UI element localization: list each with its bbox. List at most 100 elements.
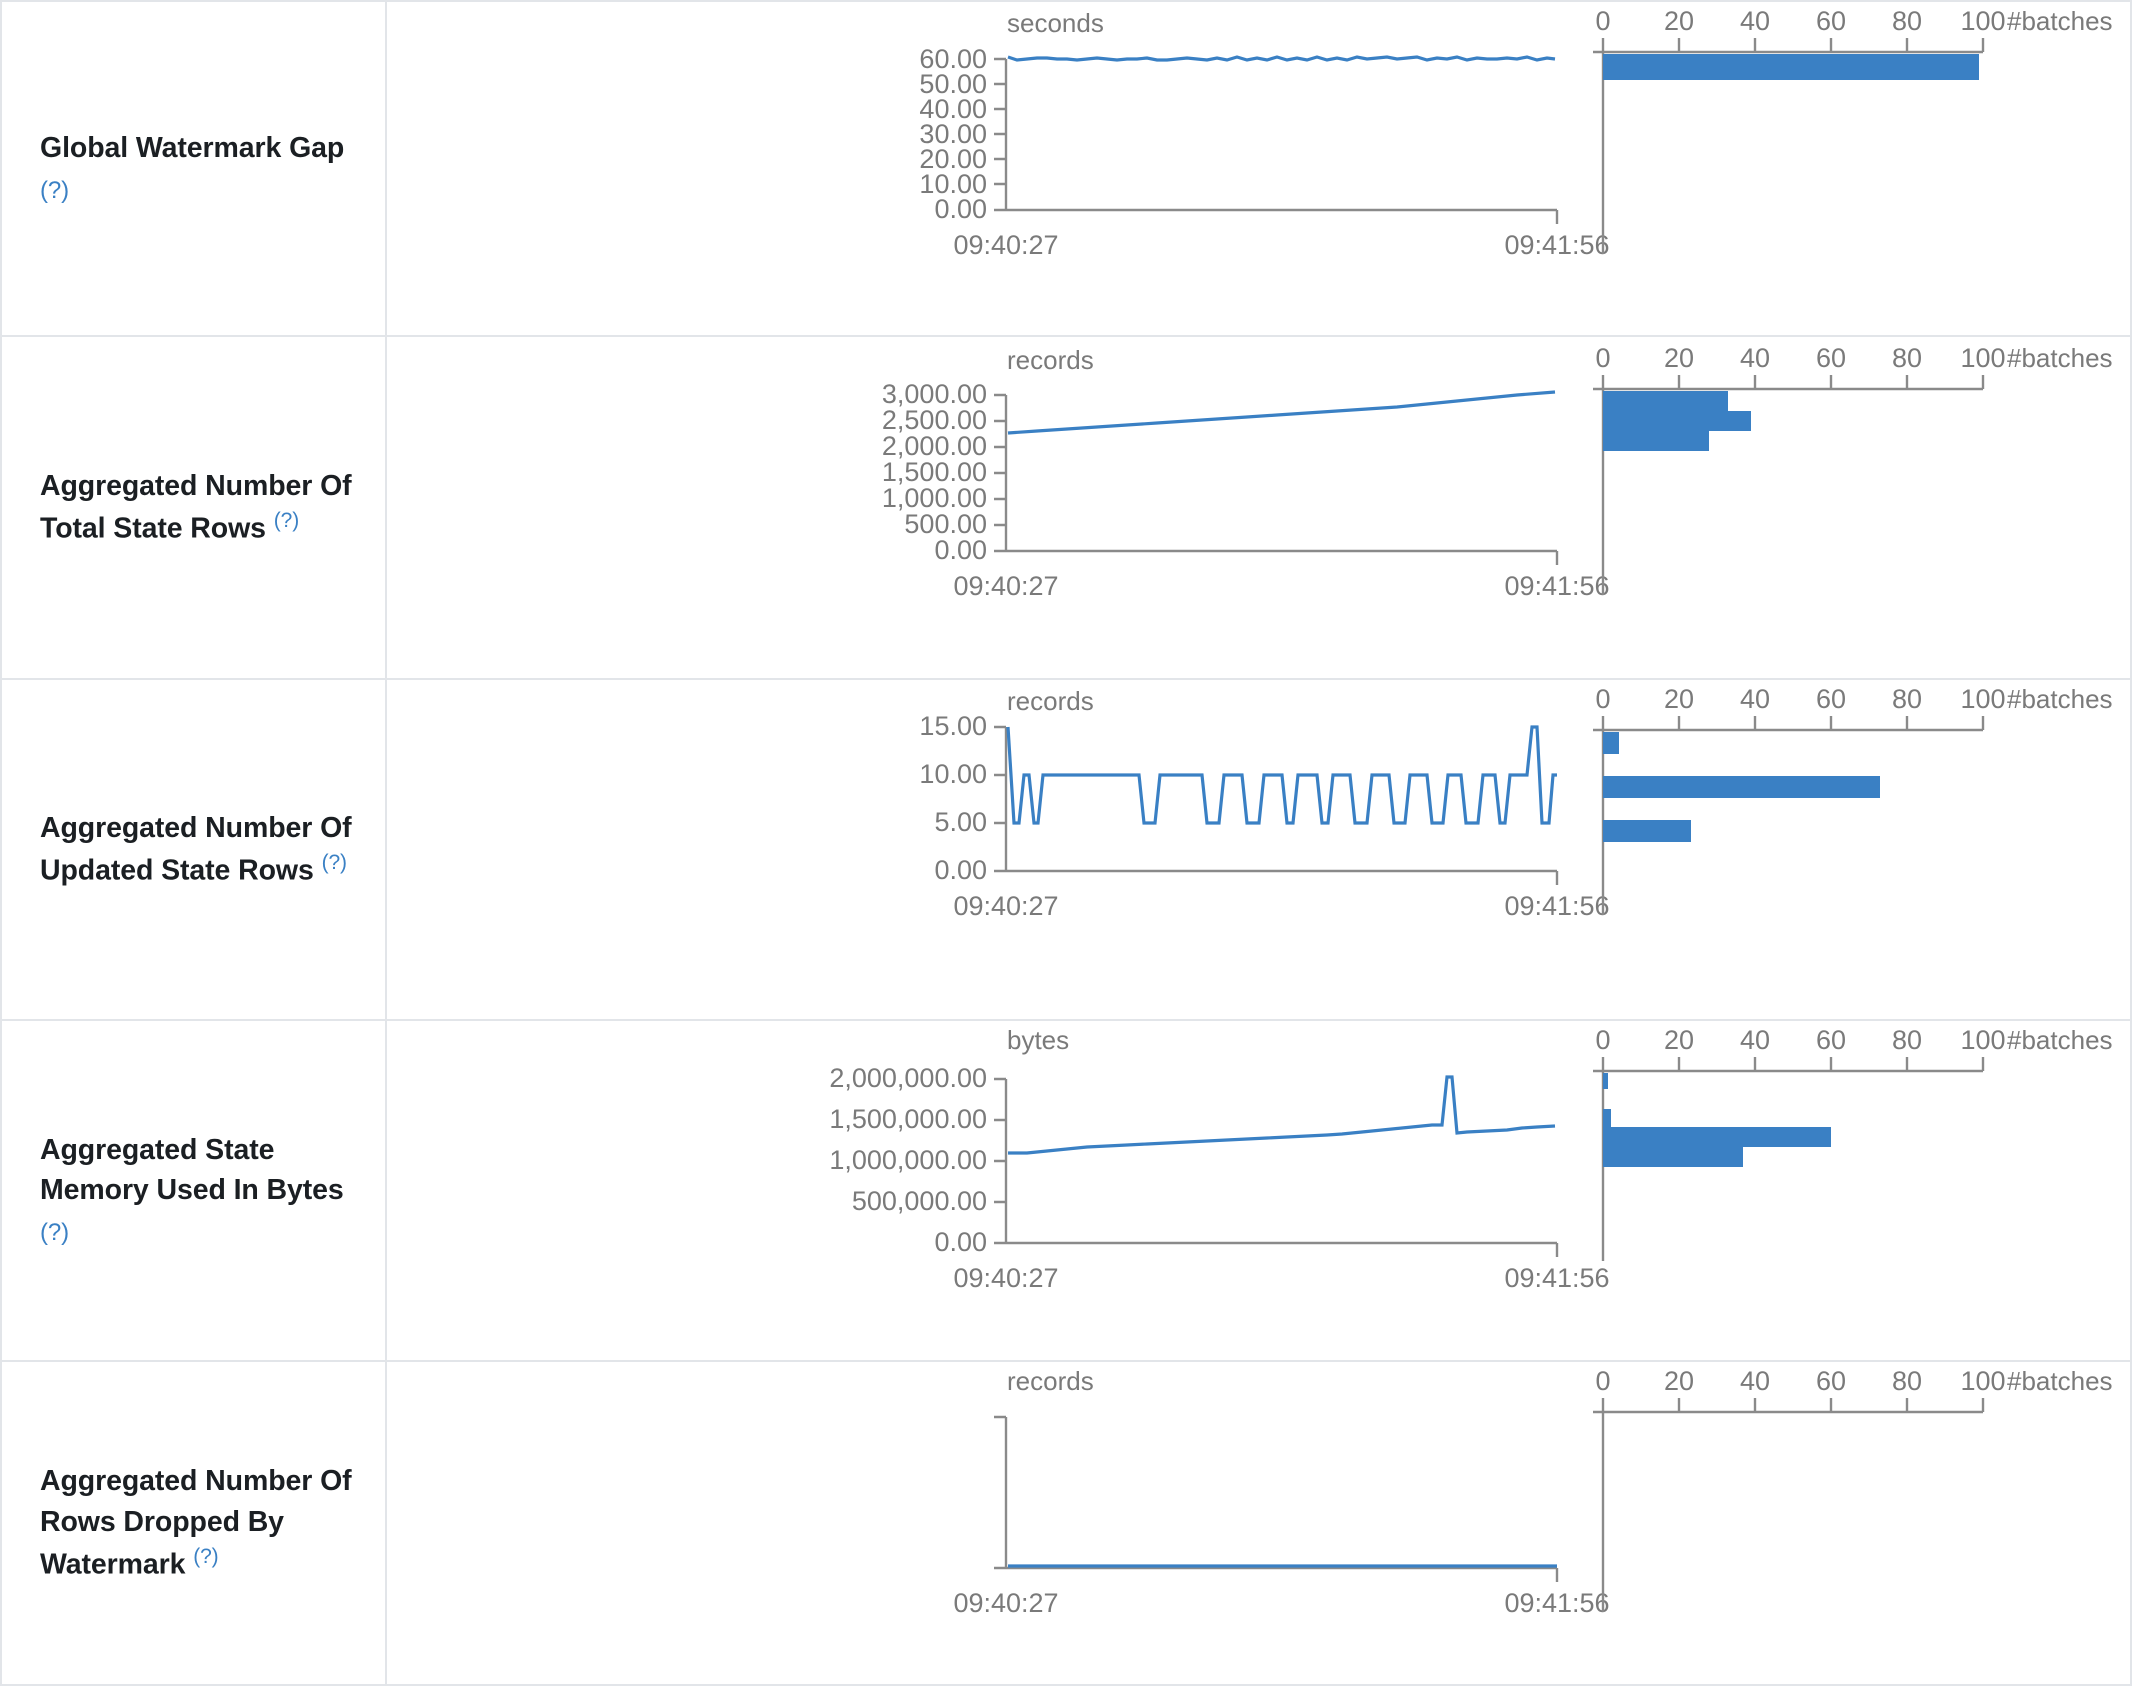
histogram-bar xyxy=(1603,54,1979,80)
chart-wrapper: records 3,000.00 2,500.00 2,000.00 1,500… xyxy=(387,337,2130,678)
histogram-bar xyxy=(1603,1147,1743,1167)
hist-tick-label: 100 xyxy=(1960,1366,2005,1396)
hist-tick-label: 80 xyxy=(1892,6,1922,36)
metric-chart-cell-updated-state-rows: records 15.00 10.00 5.00 0.00 09:40:27 0… xyxy=(386,679,2132,1020)
histogram-axes xyxy=(1593,38,1985,254)
chart-wrapper: seconds 60.00 50.00 40.00 30.00 20.00 10… xyxy=(387,2,2130,335)
x-axis-start-label: 09:40:27 xyxy=(953,1263,1058,1293)
row4-charts: bytes 2,000,000.00 1,500,000.00 1,000,00… xyxy=(829,1025,2113,1293)
timeline-axes xyxy=(994,393,1559,565)
hist-tick-label: 40 xyxy=(1740,343,1770,373)
row1-charts: seconds 60.00 50.00 40.00 30.00 20.00 10… xyxy=(919,6,2113,260)
hist-axis-label: #batches xyxy=(2007,6,2113,36)
histogram-bar xyxy=(1603,1073,1608,1089)
timeline-unit-label: seconds xyxy=(1007,8,1104,38)
chart-wrapper: records 15.00 10.00 5.00 0.00 09:40:27 0… xyxy=(387,680,2130,1019)
y-tick-label: 10.00 xyxy=(919,759,987,789)
row5-charts: records 09:40:27 09:41:56 0 20 40 60 80 … xyxy=(953,1366,2112,1618)
x-axis-start-label: 09:40:27 xyxy=(953,230,1058,260)
table-row: Aggregated Number Of Rows Dropped By Wat… xyxy=(0,1361,2132,1685)
histogram-axes xyxy=(1593,1057,1985,1261)
histogram-bar xyxy=(1603,820,1691,842)
hist-axis-label: #batches xyxy=(2007,1025,2113,1055)
timeline-series xyxy=(1008,1075,1556,1155)
hist-tick-label: 80 xyxy=(1892,684,1922,714)
timeline-unit-label: records xyxy=(1007,686,1094,716)
help-icon[interactable]: (?) xyxy=(193,1544,219,1568)
timeline-unit-label: bytes xyxy=(1007,1025,1069,1055)
table-row: Global Watermark Gap (?) seconds 60.00 5… xyxy=(0,1,2132,336)
y-tick-label: 15.00 xyxy=(919,711,987,741)
metric-chart-cell-state-memory-used: bytes 2,000,000.00 1,500,000.00 1,000,00… xyxy=(386,1020,2132,1361)
hist-tick-label: 0 xyxy=(1595,6,1610,36)
metric-title-line2: Updated State Rows xyxy=(40,854,314,887)
help-icon[interactable]: (?) xyxy=(273,509,300,533)
metric-title-line1: Aggregated State xyxy=(40,1133,275,1166)
chart-wrapper: records 09:40:27 09:41:56 0 20 40 60 80 … xyxy=(387,1362,2130,1684)
hist-tick-label: 100 xyxy=(1960,343,2005,373)
metric-title: Global Watermark Gap (?) xyxy=(40,128,385,209)
y-tick-label: 1,000.00 xyxy=(882,483,987,513)
metric-title-line1: Aggregated Number Of xyxy=(40,469,352,502)
table-row: Aggregated Number Of Updated State Rows … xyxy=(0,679,2132,1020)
metric-title-line2: Rows Dropped By xyxy=(40,1505,284,1538)
hist-tick-label: 100 xyxy=(1960,6,2005,36)
help-icon[interactable]: (?) xyxy=(40,176,70,204)
x-axis-end-label: 09:41:56 xyxy=(1504,571,1609,601)
metric-title: Aggregated Number Of Total State Rows (?… xyxy=(40,466,385,549)
x-axis-start-label: 09:40:27 xyxy=(953,571,1058,601)
hist-tick-label: 20 xyxy=(1664,1025,1694,1055)
metric-title-line1: Aggregated Number Of xyxy=(40,1465,352,1498)
timeline-series xyxy=(1007,55,1556,62)
histogram-bar xyxy=(1603,776,1880,798)
y-tick-label: 2,000,000.00 xyxy=(829,1063,987,1093)
metric-title-line1: Aggregated Number Of xyxy=(40,811,352,844)
y-tick-label: 10.00 xyxy=(919,169,987,199)
hist-tick-label: 20 xyxy=(1664,1366,1694,1396)
y-tick-label: 3,000.00 xyxy=(882,379,987,409)
timeline-series xyxy=(1007,390,1556,435)
hist-tick-label: 60 xyxy=(1816,343,1846,373)
histogram-bar xyxy=(1603,391,1728,411)
histogram-axes xyxy=(1593,375,1985,595)
y-tick-label: 20.00 xyxy=(919,144,987,174)
hist-tick-label: 0 xyxy=(1595,343,1610,373)
metric-title-line2: Total State Rows xyxy=(40,512,266,545)
metric-title-line1: Global Watermark Gap xyxy=(40,132,345,165)
hist-tick-label: 100 xyxy=(1960,1025,2005,1055)
histogram-bar xyxy=(1603,732,1619,754)
timeline-axes xyxy=(994,1415,1559,1582)
metric-title: Aggregated State Memory Used In Bytes (?… xyxy=(40,1130,385,1251)
histogram-bar xyxy=(1603,431,1709,451)
y-tick-label: 0.00 xyxy=(934,535,987,565)
histogram-axes xyxy=(1593,1398,1985,1612)
y-tick-label: 40.00 xyxy=(919,94,987,124)
y-tick-label: 60.00 xyxy=(919,44,987,74)
y-tick-label: 0.00 xyxy=(934,194,987,224)
hist-tick-label: 0 xyxy=(1595,684,1610,714)
metric-label-cell-rows-dropped-by-watermark: Aggregated Number Of Rows Dropped By Wat… xyxy=(0,1361,387,1685)
hist-tick-label: 20 xyxy=(1664,6,1694,36)
x-axis-end-label: 09:41:56 xyxy=(1504,891,1609,921)
y-tick-label: 5.00 xyxy=(934,807,987,837)
hist-tick-label: 40 xyxy=(1740,1025,1770,1055)
metric-label-cell-total-state-rows: Aggregated Number Of Total State Rows (?… xyxy=(0,336,387,679)
hist-tick-label: 40 xyxy=(1740,1366,1770,1396)
y-tick-label: 0.00 xyxy=(934,1227,987,1257)
timeline-series xyxy=(1006,725,1557,825)
hist-tick-label: 100 xyxy=(1960,684,2005,714)
metric-chart-cell-rows-dropped-by-watermark: records 09:40:27 09:41:56 0 20 40 60 80 … xyxy=(386,1361,2132,1685)
timeline-axes xyxy=(994,1077,1559,1257)
histogram-bar xyxy=(1603,411,1751,431)
y-tick-label: 500.00 xyxy=(904,509,987,539)
hist-axis-label: #batches xyxy=(2007,343,2113,373)
metric-label-cell-updated-state-rows: Aggregated Number Of Updated State Rows … xyxy=(0,679,387,1020)
help-icon[interactable]: (?) xyxy=(40,1218,70,1246)
histogram-axes xyxy=(1593,716,1985,915)
hist-axis-label: #batches xyxy=(2007,684,2113,714)
help-icon[interactable]: (?) xyxy=(321,851,347,875)
y-tick-label: 1,500,000.00 xyxy=(829,1104,987,1134)
table-row: Aggregated Number Of Total State Rows (?… xyxy=(0,336,2132,679)
